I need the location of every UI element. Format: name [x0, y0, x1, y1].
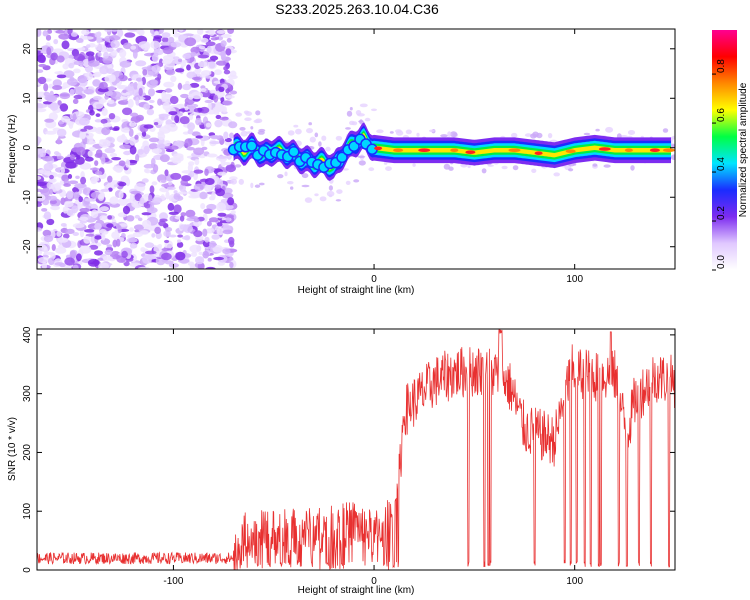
snr-y-axis-label: SNR (10 * v/v): [7, 417, 18, 481]
colorbar-tick-label: 0.8: [716, 59, 727, 73]
spectrogram-hotspot: [450, 148, 459, 152]
chart-title: S233.2025.263.10.04.C36: [275, 1, 439, 17]
spectrogram-hotspot: [508, 148, 521, 152]
spectrogram-hotspot: [598, 147, 611, 151]
snr-y-tick-label: 300: [22, 385, 33, 402]
spectrogram-hotspot: [565, 149, 576, 153]
snr-x-tick-label: 0: [371, 576, 377, 587]
spectrogram-hotspot: [649, 148, 660, 152]
spectrogram-hotspot: [393, 148, 404, 152]
snr-panel: -100 0 100 0 100 200 300 400 Height of straight…: [7, 326, 676, 596]
colorbar: 0.0 0.2 0.4 0.6 0.8 Normalized spectral ampl…: [712, 30, 749, 271]
colorbar-tick-label: 0.2: [716, 206, 727, 220]
spectrogram-hotspot: [465, 150, 476, 154]
snr-y-tick-label: 200: [22, 444, 33, 461]
colorbar-label: Normalized spectral amplitude: [738, 82, 749, 217]
snr-ticks: -100 0 100 0 100 200 300 400: [22, 326, 675, 587]
spectrogram-y-axis-label: Frequency (Hz): [7, 115, 18, 184]
spectrogram-y-tick-label: 10: [22, 92, 33, 104]
spectrogram-y-tick-label: -10: [22, 190, 33, 205]
spectrogram-x-tick-label: -100: [163, 274, 183, 285]
colorbar-gradient: [712, 30, 737, 270]
spectrogram-x-tick-label: 0: [371, 274, 377, 285]
snr-x-axis-label: Height of straight line (km): [298, 585, 415, 596]
spectrogram-ridge-blob: [288, 146, 300, 158]
spectrogram-hotspot: [374, 146, 383, 151]
spectrogram-y-tick-label: -20: [22, 239, 33, 254]
spectrogram-hotspot: [418, 148, 431, 152]
snr-series-line: [37, 329, 675, 570]
colorbar-tick-label: 0.4: [716, 157, 727, 171]
snr-x-tick-label: -100: [163, 576, 183, 587]
spectrogram-frame: [36, 28, 676, 270]
snr-frame: [36, 328, 676, 571]
spectrogram-ridge-layer: [227, 122, 675, 181]
snr-y-tick-label: 0: [22, 567, 33, 573]
colorbar-ticks: 0.0 0.2 0.4 0.6 0.8: [712, 59, 727, 271]
spectrogram-x-axis-label: Height of straight line (km): [298, 285, 415, 296]
spectrogram-ridge-blob: [245, 140, 258, 152]
spectrogram-hotspot: [624, 148, 633, 152]
spectrogram-hotspot: [663, 148, 675, 152]
spectrogram-noise-layer: [37, 29, 675, 269]
colorbar-tick-label: 0.6: [716, 108, 727, 122]
snr-x-tick-label: 100: [566, 576, 583, 587]
colorbar-tick-label: 0.0: [716, 255, 727, 269]
spectrogram-ridge-blob: [336, 151, 348, 164]
spectrogram-hotspot: [534, 151, 543, 155]
spectrogram-y-tick-label: 20: [22, 43, 33, 55]
snr-y-tick-label: 100: [22, 502, 33, 519]
spectrogram-x-tick-label: 100: [566, 274, 583, 285]
snr-y-tick-label: 400: [22, 326, 33, 343]
spectrogram-y-tick-label: 0: [22, 145, 33, 151]
